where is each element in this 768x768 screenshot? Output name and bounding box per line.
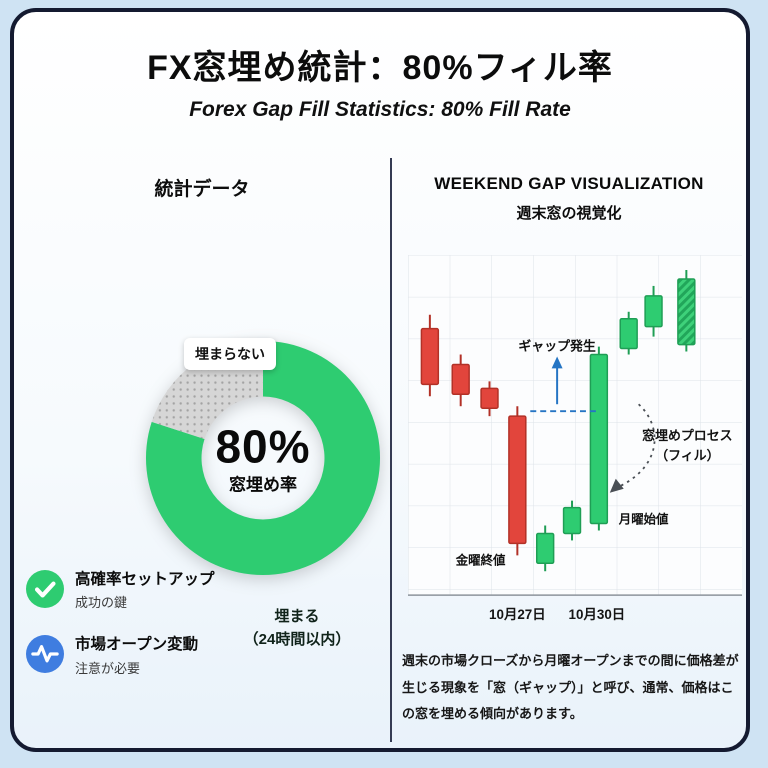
unfilled-slice-label: 埋まらない [184, 338, 276, 370]
donut-chart: 80% 窓埋め率 [144, 339, 382, 577]
filled-slice-label-line2: （24時間以内） [243, 630, 351, 648]
donut-center: 80% 窓埋め率 [215, 421, 310, 494]
page-subtitle: Forex Gap Fill Statistics: 80% Fill Rate [189, 98, 571, 122]
pulse-icon [26, 635, 64, 674]
candlestick-svg: ギャップ発生 窓埋めプロセス （フィル） 金曜終値 月曜始値 10月27日 10… [408, 255, 743, 622]
candles [420, 270, 696, 572]
stats-panel: 統計データ 80% 窓埋め率 埋まらない [14, 158, 390, 742]
monday-open-label: 月曜始値 [618, 512, 669, 527]
legend-item: 高確率セットアップ 成功の鍵 [26, 570, 256, 611]
gap-arrow-head-icon [551, 356, 563, 369]
fill-process-label: 窓埋めプロセス [642, 428, 732, 443]
friday-close-label: 金曜終値 [455, 552, 506, 567]
fill-arrow-head-icon [609, 478, 624, 493]
fill-process-label-2: （フィル） [655, 448, 719, 463]
filled-slice-label-line1: 埋まる [274, 608, 320, 625]
header: FX窓埋め統計：80%フィル率 Forex Gap Fill Statistic… [14, 12, 746, 158]
legend-subtitle: 注意が必要 [75, 660, 141, 676]
page-title: FX窓埋め統計：80%フィル率 [147, 48, 613, 87]
check-icon [26, 570, 64, 608]
donut-center-label: 窓埋め率 [228, 474, 297, 494]
content: 統計データ 80% 窓埋め率 埋まらない [14, 158, 746, 742]
candlestick-chart: ギャップ発生 窓埋めプロセス （フィル） 金曜終値 月曜始値 10月27日 10… [408, 254, 746, 630]
legend-item: 市場オープン変動 注意が必要 [26, 635, 256, 676]
gap-annotation: ギャップ発生 [518, 339, 597, 413]
legend-title: 高確率セットアップ [75, 571, 215, 588]
gap-heading: WEEKEND GAP VISUALIZATION [434, 174, 704, 193]
x-axis-label: 10月27日 [489, 607, 546, 622]
gap-panel: WEEKEND GAP VISUALIZATION 週末窓の視覚化 [390, 158, 746, 742]
filled-slice-label: 埋まる （24時間以内） [244, 606, 351, 651]
stats-heading: 統計データ [154, 179, 250, 200]
fill-annotation: 窓埋めプロセス （フィル） [609, 403, 733, 493]
gap-subheading: 週末窓の視覚化 [516, 205, 622, 222]
legend-subtitle: 成功の鍵 [75, 595, 128, 611]
legend-title: 市場オープン変動 [75, 636, 199, 654]
gap-occurs-label: ギャップ発生 [518, 339, 596, 354]
legend: 高確率セットアップ 成功の鍵 市場オープン変動 注意が必要 [26, 570, 256, 701]
gap-description: 週末の市場クローズから月曜オープンまでの間に価格差が生じる現象を「窓（ギャップ）… [402, 653, 739, 722]
x-axis-label: 10月30日 [569, 607, 626, 622]
infographic-card: FX窓埋め統計：80%フィル率 Forex Gap Fill Statistic… [10, 8, 750, 752]
donut-center-value: 80% [215, 420, 311, 473]
